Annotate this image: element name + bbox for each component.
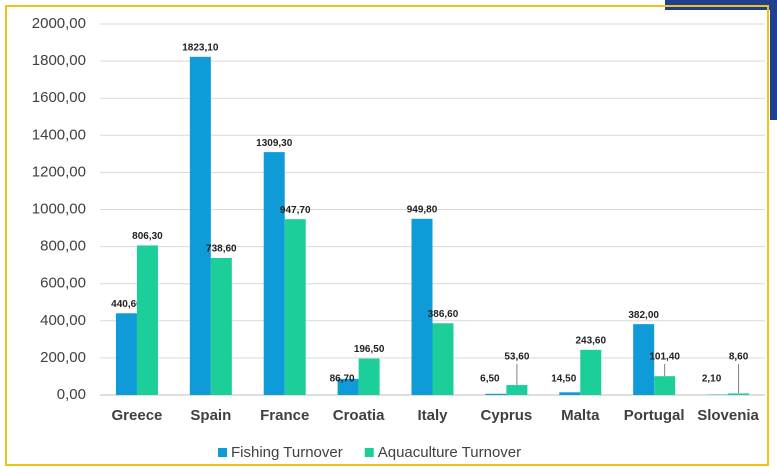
y-tick-label: 1800,00 (32, 52, 86, 69)
bar (115, 313, 137, 395)
value-label: 14,50 (551, 374, 576, 385)
value-label: 2,10 (702, 374, 722, 385)
value-label: 1823,10 (182, 42, 219, 53)
y-tick-label: 1400,00 (32, 126, 86, 143)
bar (337, 378, 359, 395)
x-tick-label: Cyprus (481, 407, 533, 424)
x-tick-label: France (260, 407, 309, 424)
y-tick-label: 600,00 (40, 275, 86, 292)
value-label: 1309,30 (256, 138, 293, 149)
value-label: 440,60 (111, 299, 142, 310)
legend-swatch (218, 448, 227, 457)
bar (210, 257, 232, 395)
value-label: 947,70 (280, 205, 311, 216)
value-label: 386,60 (428, 309, 459, 320)
x-tick-label: Portugal (624, 407, 685, 424)
y-tick-label: 2000,00 (32, 15, 86, 32)
value-label: 382,00 (628, 310, 659, 321)
bar (559, 392, 581, 395)
x-tick-label: Malta (561, 407, 600, 424)
bar (633, 324, 655, 395)
legend-label: Fishing Turnover (231, 444, 343, 461)
y-tick-label: 1000,00 (32, 200, 86, 217)
value-label: 196,50 (354, 344, 385, 355)
x-tick-label: Greece (112, 407, 163, 424)
bar (506, 385, 528, 395)
value-label: 101,40 (649, 352, 680, 363)
y-tick-label: 1600,00 (32, 89, 86, 106)
y-tick-label: 200,00 (40, 349, 86, 366)
bar (580, 349, 602, 395)
y-tick-label: 800,00 (40, 238, 86, 255)
y-tick-label: 0,00 (57, 386, 86, 403)
value-label: 53,60 (504, 352, 529, 363)
bar (284, 219, 306, 395)
corner-decoration (770, 0, 777, 120)
bar (263, 152, 285, 395)
y-tick-label: 400,00 (40, 312, 86, 329)
bar (358, 358, 380, 395)
bar (411, 218, 433, 395)
y-tick-label: 1200,00 (32, 163, 86, 180)
value-label: 86,70 (330, 374, 355, 385)
value-label: 243,60 (575, 335, 606, 346)
bar (189, 56, 211, 396)
bar (485, 393, 507, 395)
value-label: 6,50 (480, 374, 500, 385)
value-label: 738,60 (206, 244, 237, 255)
value-label: 8,60 (729, 352, 749, 363)
x-tick-label: Spain (190, 407, 231, 424)
value-label: 949,80 (407, 204, 438, 215)
x-tick-label: Slovenia (697, 407, 759, 424)
legend-label: Aquaculture Turnover (378, 444, 521, 461)
value-label: 806,30 (132, 231, 163, 242)
bar (728, 393, 750, 395)
bar (136, 245, 158, 395)
x-tick-label: Italy (417, 407, 448, 424)
legend-swatch (364, 448, 374, 457)
x-tick-label: Croatia (333, 407, 385, 424)
bar (654, 376, 676, 395)
chart-border (5, 5, 769, 466)
bar (432, 323, 454, 395)
